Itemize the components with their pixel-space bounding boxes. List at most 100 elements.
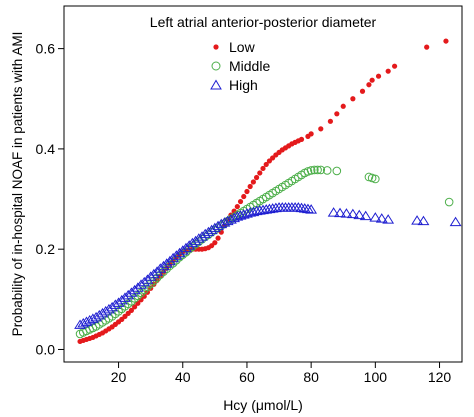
legend-marker-middle <box>211 61 221 71</box>
data-point <box>115 294 128 305</box>
data-point <box>257 204 269 215</box>
data-point <box>247 183 253 190</box>
x-tick-label: 20 <box>111 369 127 385</box>
data-point <box>366 82 372 88</box>
data-point <box>138 297 144 303</box>
data-point <box>215 235 221 241</box>
data-point <box>263 203 276 214</box>
legend-marker-low <box>213 44 219 50</box>
data-point <box>131 282 144 292</box>
data-point <box>266 203 279 213</box>
data-point <box>157 260 170 271</box>
data-point <box>316 165 326 175</box>
legend: Left atrial anterior-posterior diameter … <box>150 14 377 93</box>
data-point <box>112 297 125 307</box>
data-point <box>269 202 282 213</box>
data-point <box>424 44 430 50</box>
data-point <box>313 165 322 175</box>
data-point <box>327 207 340 217</box>
data-point <box>340 103 346 109</box>
x-tick-label: 40 <box>175 369 191 385</box>
data-point <box>382 214 395 224</box>
legend-marker-high <box>210 79 222 90</box>
x-tick-label: 120 <box>428 369 452 385</box>
data-point <box>173 247 186 258</box>
data-point <box>353 209 366 220</box>
data-point <box>263 161 269 168</box>
data-point <box>250 179 256 185</box>
data-point <box>119 292 131 302</box>
data-point <box>253 205 266 215</box>
series-low <box>77 38 449 345</box>
data-point <box>292 202 305 212</box>
data-point <box>350 96 356 102</box>
data-point <box>332 166 342 176</box>
data-point <box>138 276 151 287</box>
data-point <box>334 111 340 117</box>
legend-label-high: High <box>229 77 258 93</box>
data-point <box>302 203 314 214</box>
legend-item-middle: Middle <box>211 58 270 74</box>
data-point <box>136 288 146 298</box>
data-point <box>260 204 273 214</box>
data-point <box>253 174 260 181</box>
data-point <box>128 307 135 313</box>
legend-label-low: Low <box>229 39 256 55</box>
data-point <box>128 284 141 295</box>
data-point <box>212 240 218 246</box>
series-middle <box>75 165 454 339</box>
data-point <box>375 73 382 79</box>
data-point <box>196 231 208 241</box>
data-point <box>308 131 314 137</box>
data-point <box>183 240 196 250</box>
data-point <box>305 204 318 214</box>
data-point <box>132 304 138 310</box>
data-point <box>295 202 308 213</box>
data-point <box>135 279 147 289</box>
data-point <box>160 258 173 268</box>
data-point <box>144 271 157 281</box>
data-point <box>109 299 122 309</box>
data-point <box>241 193 247 200</box>
data-point <box>192 233 205 243</box>
data-point <box>103 303 115 314</box>
data-point <box>375 213 388 223</box>
data-point <box>125 287 138 297</box>
data-point <box>443 38 449 44</box>
legend-item-high: High <box>210 77 258 93</box>
data-point <box>122 289 135 300</box>
data-point <box>154 263 167 273</box>
data-point <box>322 166 332 175</box>
data-point <box>180 242 192 253</box>
y-tick-label: 0.2 <box>36 241 56 257</box>
y-axis: 0.0 0.2 0.4 0.6 <box>36 41 64 357</box>
data-point <box>141 274 154 284</box>
series-layer <box>74 38 462 345</box>
x-axis-label: Hcy (μmol/L) <box>223 397 303 413</box>
x-axis: 20 40 60 80 100 120 <box>111 362 452 385</box>
data-point <box>298 203 311 213</box>
data-point <box>260 165 266 172</box>
data-point <box>359 88 366 94</box>
y-tick-label: 0.4 <box>36 141 56 157</box>
data-point <box>234 203 240 210</box>
data-point <box>237 198 244 205</box>
data-point <box>385 68 391 74</box>
data-point <box>306 166 316 175</box>
data-point <box>189 235 202 246</box>
data-point <box>449 216 462 227</box>
data-point <box>327 118 334 124</box>
data-point <box>318 126 324 132</box>
data-point <box>250 205 263 216</box>
data-point <box>369 212 382 222</box>
data-point <box>369 77 375 83</box>
data-point <box>298 136 305 142</box>
x-tick-label: 100 <box>364 369 388 385</box>
legend-item-low: Low <box>213 39 256 55</box>
data-point <box>444 197 454 207</box>
data-point <box>391 63 398 69</box>
data-point <box>411 215 423 225</box>
y-tick-label: 0.6 <box>36 41 56 57</box>
y-axis-label: Probability of in-hospital NOAF in patie… <box>10 32 25 337</box>
